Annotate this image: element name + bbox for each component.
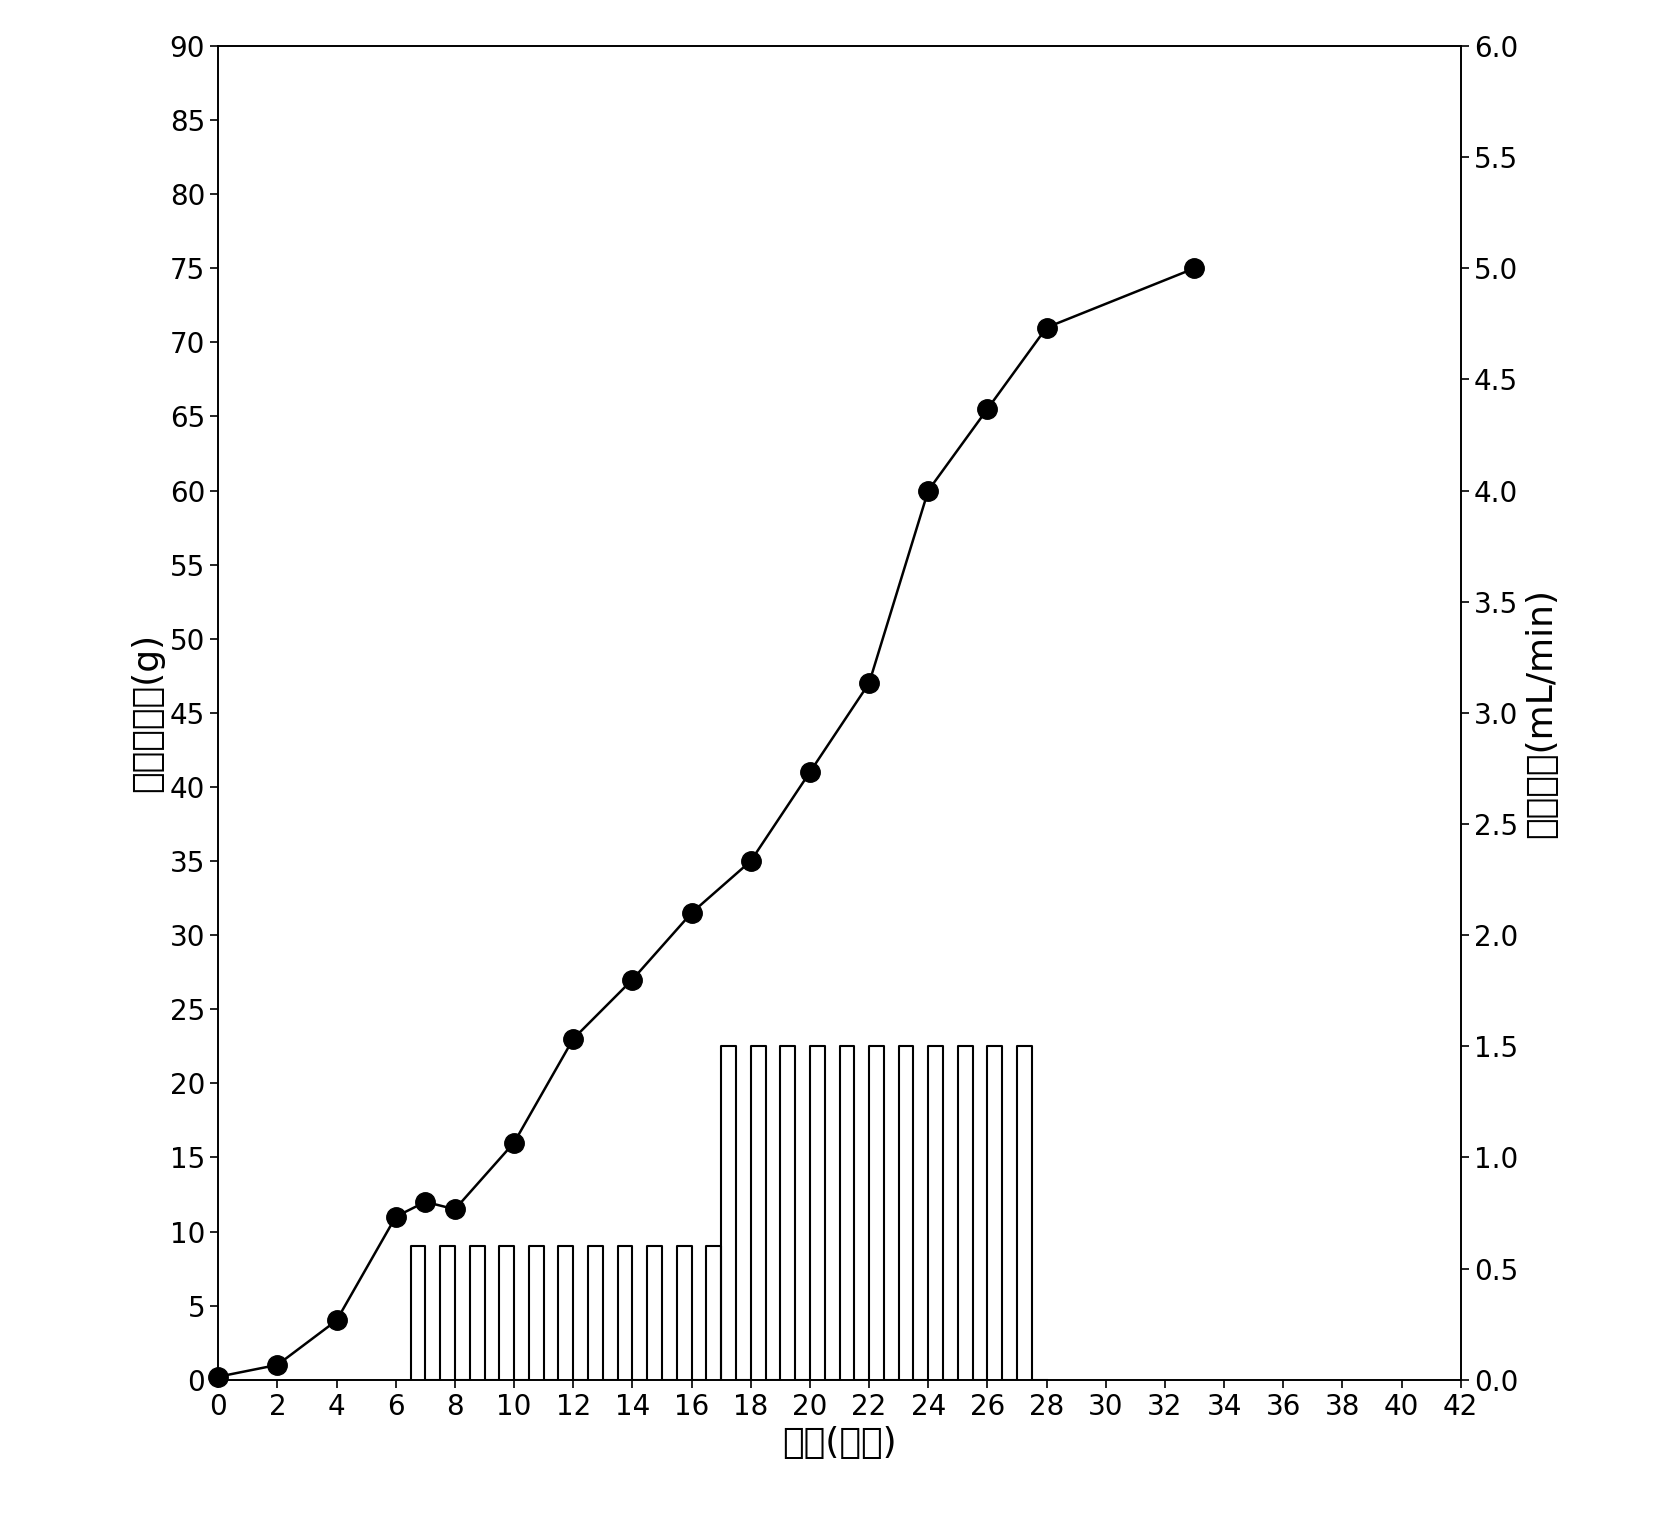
X-axis label: 时间(小时): 时间(小时) bbox=[782, 1426, 897, 1461]
Y-axis label: 总干重细胞(g): 总干重细胞(g) bbox=[129, 633, 165, 793]
Y-axis label: 进料流速(mL/min): 进料流速(mL/min) bbox=[1525, 587, 1558, 839]
